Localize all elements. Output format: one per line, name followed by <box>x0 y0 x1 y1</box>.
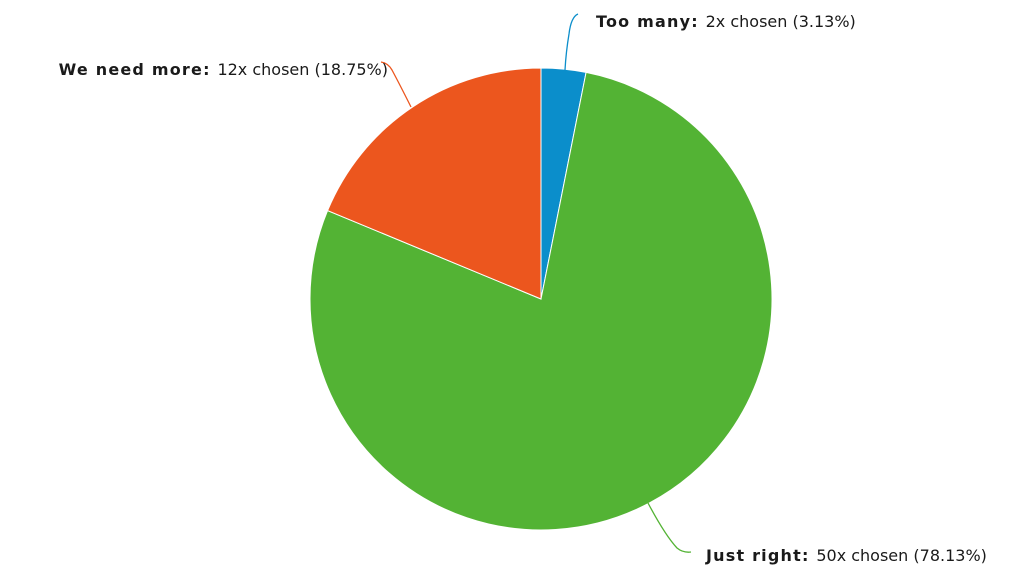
data-label-too-many: Too many: 2x chosen (3.13%) <box>596 12 856 31</box>
pie-slice-we-need-more <box>326 67 542 300</box>
data-label-we-need-more: We need more: 12x chosen (18.75%) <box>59 60 388 79</box>
data-label-name: Just right <box>705 546 802 565</box>
data-label-just-right: Just right: 50x chosen (78.13%) <box>705 546 987 565</box>
leader-line-too-many <box>564 13 579 71</box>
data-label-percent: (78.13%) <box>913 546 987 565</box>
pie-slice-just-right <box>309 71 773 531</box>
leader-line-just-right <box>647 502 692 553</box>
leader-line-we-need-more <box>380 61 412 108</box>
pie-slices <box>309 67 773 531</box>
data-label-name: We need more <box>59 60 203 79</box>
data-label-count: 50x chosen <box>816 546 908 565</box>
data-label-name: Too many <box>596 12 691 31</box>
pie-labels: Too many: 2x chosen (3.13%) Just right: 5… <box>59 12 987 565</box>
data-label-percent: (18.75%) <box>315 60 389 79</box>
data-label-percent: (3.13%) <box>792 12 855 31</box>
data-label-separator: : <box>203 60 217 79</box>
data-label-count: 2x chosen <box>706 12 788 31</box>
data-label-separator: : <box>691 12 705 31</box>
data-label-count: 12x chosen <box>217 60 309 79</box>
data-label-separator: : <box>802 546 816 565</box>
